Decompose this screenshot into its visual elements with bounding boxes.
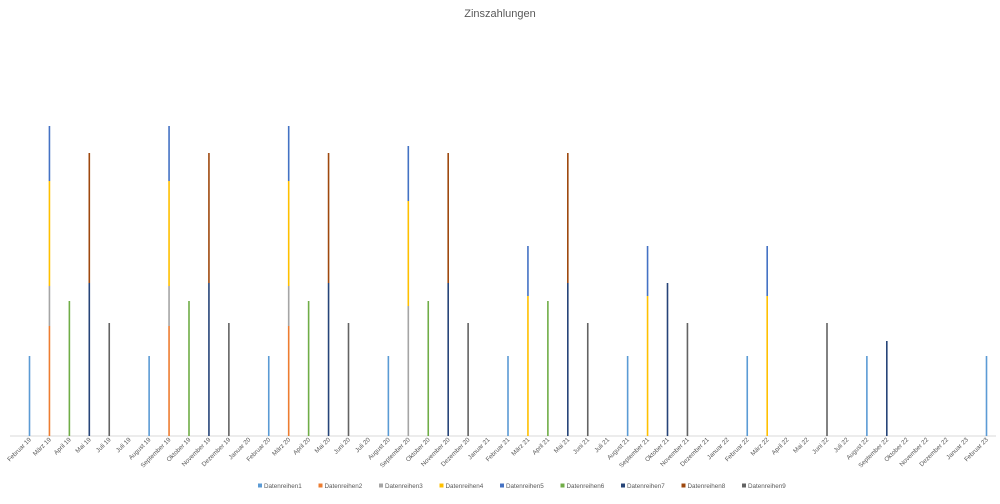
legend-swatch-2 [318, 483, 323, 488]
legend: Datenreihen1 Datenreihen2 Datenreihen3 Date… [258, 483, 786, 490]
legend-swatch-9 [742, 483, 746, 488]
bar-segment-series7-44 [886, 341, 888, 436]
bar-segment-series3-2 [48, 286, 51, 326]
x-tick-label: Mai 19 [74, 436, 93, 455]
bar-segment-series8-28 [567, 153, 569, 283]
bar-segment-series4-26 [527, 296, 529, 436]
x-tick-label: März 22 [750, 436, 771, 457]
bar-segment-series4-32 [646, 296, 649, 436]
bar-segment-series9-17 [347, 323, 350, 436]
bar-segment-series7-22 [447, 283, 449, 436]
bar-segment-series2-14 [287, 326, 290, 436]
bar-segment-series1-49 [985, 356, 988, 436]
bar-segment-series4-20 [407, 201, 410, 306]
x-tick-label: April 22 [770, 436, 790, 456]
bar-segment-series7-10 [208, 283, 210, 436]
x-tick-label: April 21 [531, 436, 551, 456]
bar-segment-series8-22 [447, 153, 449, 283]
bar-segment-series3-20 [407, 306, 410, 436]
x-tick-label: Juli 20 [354, 436, 372, 454]
x-tick-label: Juli 22 [833, 436, 851, 454]
legend-label-8: Datenreihen8 [688, 483, 726, 490]
x-tick-label: April 19 [53, 436, 73, 456]
bar-segment-series1-25 [507, 356, 509, 436]
legend-label-6: Datenreihen6 [567, 483, 605, 490]
x-tick-label: Juni 20 [333, 436, 353, 456]
legend-label-7: Datenreihen7 [627, 483, 665, 490]
x-tick-label: März 19 [32, 436, 53, 457]
bar-segment-series3-8 [168, 286, 170, 326]
bar-segment-series5-26 [527, 246, 529, 296]
legend-swatch-6 [560, 483, 565, 488]
legend-label-4: Datenreihen4 [446, 483, 484, 490]
bar-segment-series5-8 [168, 126, 170, 181]
legend-swatch-5 [500, 483, 504, 488]
x-tick-label: Februar 19 [6, 436, 33, 463]
legend-swatch-4 [439, 483, 444, 488]
bar-segment-series8-16 [327, 153, 330, 283]
legend-swatch-3 [379, 483, 383, 488]
bar-segment-series7-16 [327, 283, 330, 436]
bar-segment-series2-2 [48, 326, 51, 436]
bar-segment-series9-34 [686, 323, 689, 436]
bar-segment-series6-21 [427, 301, 430, 436]
x-tick-label: Mai 22 [792, 436, 811, 455]
bar-segment-series5-32 [646, 246, 649, 296]
bar-segment-series9-41 [826, 323, 828, 436]
legend-swatch-1 [258, 483, 262, 488]
bar-segment-series6-15 [307, 301, 310, 436]
x-tick-label: Juli 21 [593, 436, 611, 454]
bar-segment-series1-1 [28, 356, 31, 436]
legend-swatch-8 [681, 483, 686, 488]
bar-segment-series4-2 [48, 181, 51, 286]
chart-title: Zinszahlungen [464, 8, 536, 20]
bar-segment-series5-14 [287, 126, 290, 181]
bar-segment-series3-14 [287, 286, 290, 326]
bar-segment-series5-20 [407, 146, 410, 201]
bar-segment-series9-5 [108, 323, 111, 436]
x-tick-label: Juli 19 [95, 436, 113, 454]
bar-segment-series6-3 [68, 301, 71, 436]
bar-segment-series8-10 [208, 153, 210, 283]
bar-segment-series1-43 [866, 356, 868, 436]
bar-segment-series1-31 [626, 356, 629, 436]
bar-segment-series4-8 [168, 181, 170, 286]
x-tick-label: März 20 [271, 436, 292, 457]
bar-segment-series1-7 [148, 356, 150, 436]
legend-label-2: Datenreihen2 [325, 483, 363, 490]
x-tick-label: Juni 21 [572, 436, 592, 456]
x-tick-label: Juni 22 [811, 436, 831, 456]
bar-segment-series2-8 [168, 326, 170, 436]
x-tick-label: März 21 [510, 436, 531, 457]
bar-segment-series9-29 [586, 323, 589, 436]
bar-segment-series1-19 [387, 356, 390, 436]
x-tick-label: Juli 19 [115, 436, 133, 454]
x-tick-label: Mai 21 [553, 436, 572, 455]
bar-segment-series5-2 [48, 126, 51, 181]
bar-segment-series8-4 [88, 153, 91, 283]
bar-segment-series7-28 [567, 283, 569, 436]
bar-segment-series9-11 [228, 323, 230, 436]
bar-segment-series7-4 [88, 283, 91, 436]
bars-group [28, 126, 988, 436]
bar-segment-series6-27 [547, 301, 549, 436]
legend-label-1: Datenreihen1 [264, 483, 302, 490]
bar-segment-series4-38 [766, 296, 768, 436]
bar-segment-series4-14 [287, 181, 290, 286]
bar-segment-series5-38 [766, 246, 768, 296]
legend-label-3: Datenreihen3 [385, 483, 423, 490]
legend-swatch-7 [621, 483, 625, 488]
bar-segment-series9-23 [467, 323, 469, 436]
x-tick-label: April 20 [292, 436, 312, 456]
legend-label-5: Datenreihen5 [506, 483, 544, 490]
bar-segment-series1-37 [746, 356, 749, 436]
bar-segment-series1-13 [267, 356, 270, 436]
legend-label-9: Datenreihen9 [748, 483, 786, 490]
x-tick-label: Mai 20 [314, 436, 333, 455]
bar-segment-series7-33 [666, 283, 669, 436]
bar-segment-series6-9 [188, 301, 190, 436]
